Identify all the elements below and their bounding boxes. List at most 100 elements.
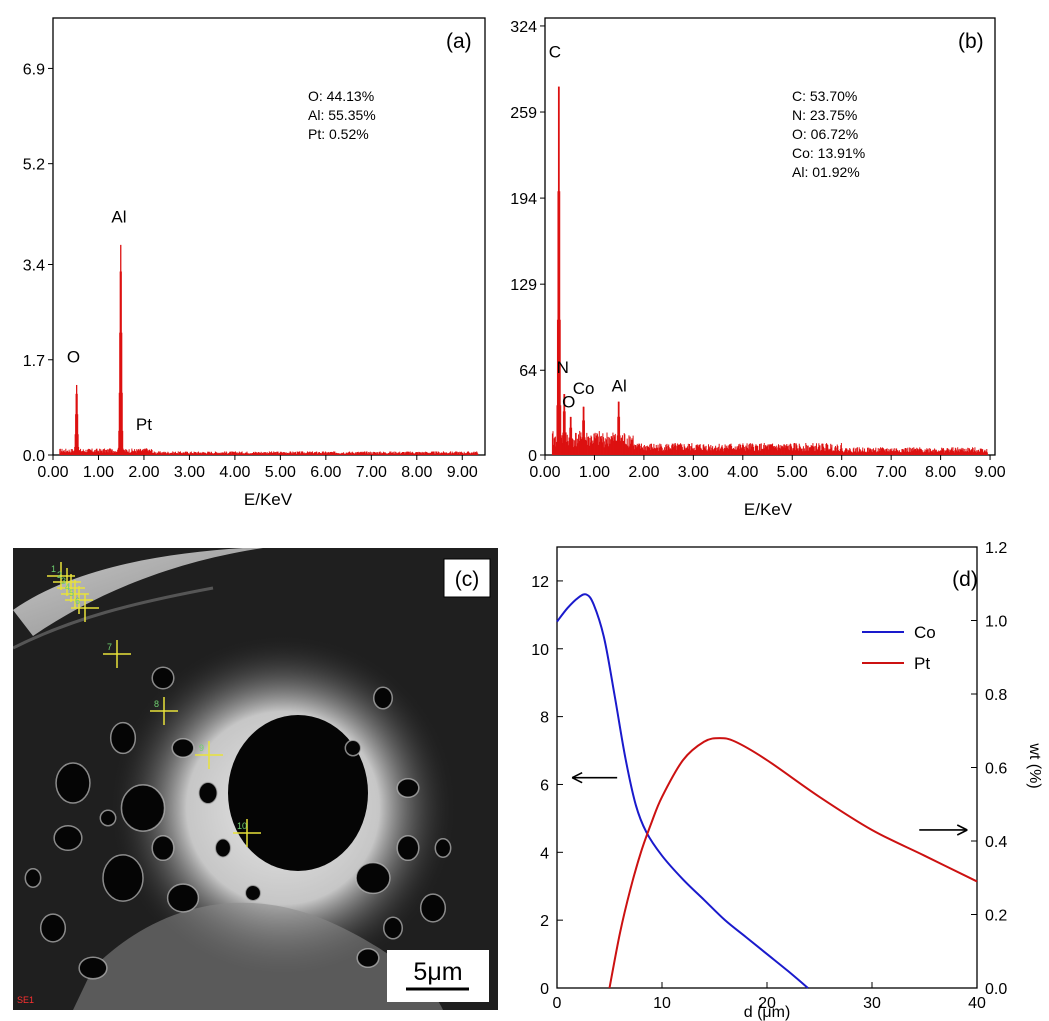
- marker-label: 4: [65, 582, 70, 592]
- pore: [151, 666, 175, 690]
- x-tick-label: 9.00: [447, 464, 478, 481]
- composition-line: Pt: 0.52%: [308, 126, 369, 142]
- x-tick-label: 4.00: [727, 464, 758, 481]
- spectrum-noise: [59, 448, 479, 455]
- x-tick-label: 0: [553, 995, 562, 1012]
- y-tick-label: 5.2: [23, 157, 45, 174]
- x-tick-label: 1.00: [83, 464, 114, 481]
- marker-label: 8: [154, 699, 159, 709]
- pore: [356, 948, 380, 968]
- marker-9: 9: [195, 741, 223, 769]
- pore: [396, 778, 420, 798]
- marker-5: 5: [65, 586, 93, 614]
- x-tick-label: 10: [653, 995, 671, 1012]
- panel-label-d: (d): [952, 568, 978, 591]
- pore: [214, 838, 232, 858]
- peak-label-pt: Pt: [136, 415, 152, 434]
- pore: [396, 834, 420, 862]
- arrow-left: [571, 771, 618, 784]
- sem-bright-region: [73, 902, 443, 1010]
- x-tick-label: 5.00: [777, 464, 808, 481]
- pore: [344, 739, 362, 757]
- y2-tick-label: 1.0: [985, 614, 1007, 631]
- marker-label: 3: [61, 576, 66, 586]
- pore: [355, 861, 391, 895]
- y-tick-label: 0.0: [23, 448, 45, 465]
- y-tick-label: 1.7: [23, 353, 45, 370]
- y-tick-label: 12: [531, 574, 549, 591]
- x-tick-label: 4.00: [219, 464, 250, 481]
- spectrum-noise: [551, 430, 988, 455]
- y-tick-label: 0: [528, 448, 537, 465]
- pore: [166, 883, 200, 913]
- y-tick-label: 4: [540, 845, 549, 862]
- peak-label-o: O: [562, 392, 575, 411]
- peak-label-al: Al: [612, 376, 627, 395]
- scale-bar-box: [387, 950, 489, 1002]
- pore: [434, 838, 452, 858]
- pore: [53, 824, 83, 852]
- chart-d: 0 10 20 30 400246810120.00.20.40.60.81.01.2 …: [531, 540, 1043, 1021]
- y-tick-label: 0: [540, 981, 549, 998]
- y-tick-label: 194: [510, 191, 537, 208]
- y2-axis-label-d: wt (%): [1026, 742, 1043, 788]
- x-tick-label: 7.00: [356, 464, 387, 481]
- y2-tick-label: 0.2: [985, 908, 1007, 925]
- peak-pt: [143, 448, 149, 455]
- legend-label-co: Co: [914, 623, 936, 642]
- pore: [99, 809, 117, 827]
- plot-frame-b: [544, 17, 996, 456]
- composition-line: C: 53.70%: [792, 88, 857, 104]
- marker-6: 6: [71, 594, 99, 622]
- y2-tick-label: 0.0: [985, 981, 1007, 998]
- y-tick-label: 2: [540, 913, 549, 930]
- marker-label: 5: [69, 588, 74, 598]
- y-tick-label: 10: [531, 642, 549, 659]
- x-tick-label: 6.00: [310, 464, 341, 481]
- marker-3: 3: [57, 574, 85, 602]
- x-tick-label: 8.00: [925, 464, 956, 481]
- marker-2: 2: [53, 568, 81, 596]
- arrow-head: [571, 771, 583, 784]
- y-tick-label: 64: [519, 363, 537, 380]
- x-tick-label: 3.00: [174, 464, 205, 481]
- sem-small-pores: [24, 666, 452, 980]
- pore: [244, 884, 262, 902]
- series-line-pt: [608, 737, 978, 989]
- panel-label-a: (a): [446, 30, 472, 53]
- y-tick-label: 3.4: [23, 258, 45, 275]
- marker-label: 6: [75, 596, 80, 606]
- x-tick-label: 3.00: [678, 464, 709, 481]
- panel-label-b: (b): [958, 30, 984, 53]
- chart-a: 0.00 1.00 2.00 3.00 4.00 5.00 6.00 7.00 8.00 9.00…: [23, 17, 486, 509]
- marker-10: 10: [233, 819, 261, 847]
- pore: [39, 913, 67, 943]
- pore: [120, 784, 166, 832]
- chart-b: 0.00 1.00 2.00 3.00 4.00 5.00 6.00 7.00 8.00 9.00…: [510, 17, 1006, 519]
- peak-label-co: Co: [573, 379, 595, 398]
- detector-label: SE1: [17, 995, 34, 1005]
- marker-8: 8: [150, 697, 178, 725]
- x-axis-label-b: E/KeV: [744, 500, 793, 519]
- x-tick-label: 0.00: [529, 464, 560, 481]
- pore: [198, 781, 218, 805]
- legend-label-pt: Pt: [914, 654, 930, 673]
- panel-label-c: (c): [455, 568, 480, 591]
- pore: [373, 686, 393, 710]
- marker-label: 9: [199, 743, 204, 753]
- panel-label-box-c: [443, 558, 491, 598]
- peak-o: [567, 416, 574, 455]
- peak-c: [555, 86, 562, 455]
- legend-d: Co Pt: [862, 623, 936, 673]
- y-tick-label: 324: [510, 19, 537, 36]
- y2-tick-label: 0.6: [985, 761, 1007, 778]
- peak-o: [73, 384, 80, 455]
- series-line-co: [556, 593, 809, 989]
- composition-box-a: O: 44.13% Al: 55.35% Pt: 0.52%: [308, 88, 376, 142]
- peak-co: [580, 406, 586, 455]
- y2-tick-label: 0.4: [985, 834, 1007, 851]
- scale-bar-label: 5μm: [413, 958, 462, 986]
- pore: [171, 738, 195, 758]
